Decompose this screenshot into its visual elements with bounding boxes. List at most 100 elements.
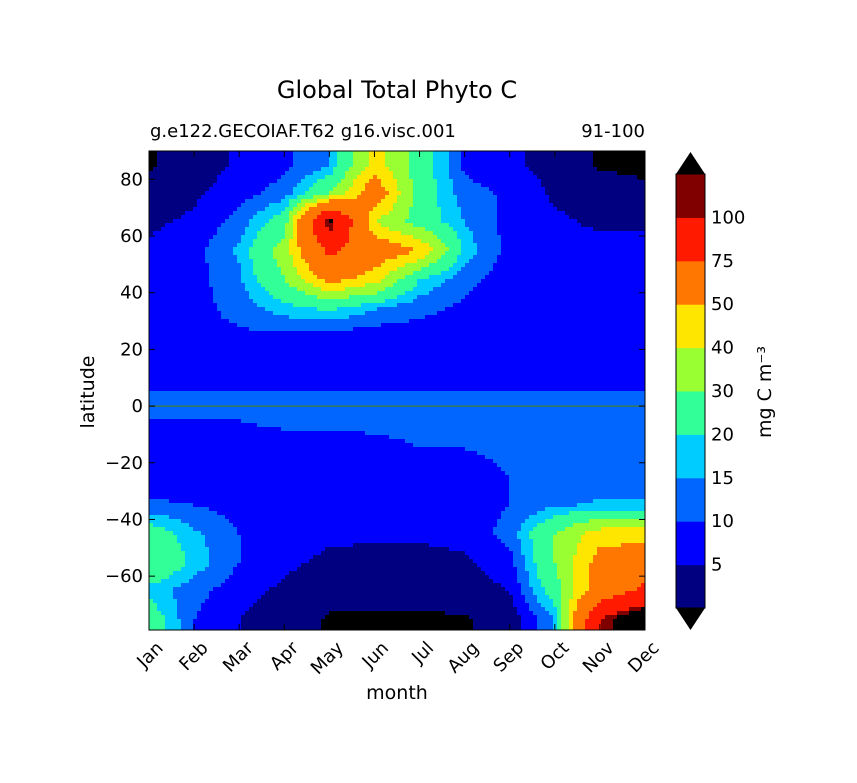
- heatmap-cell: [345, 283, 349, 287]
- heatmap-cell: [361, 159, 365, 163]
- heatmap-cell: [205, 299, 209, 303]
- heatmap-cell: [297, 167, 301, 171]
- heatmap-cell: [445, 287, 449, 291]
- heatmap-cell: [485, 251, 489, 255]
- heatmap-cell: [345, 235, 349, 239]
- heatmap-cell: [333, 171, 337, 175]
- heatmap-cell: [297, 203, 301, 207]
- heatmap-cell: [213, 307, 217, 311]
- heatmap-cell: [269, 151, 273, 155]
- heatmap-cell: [425, 167, 429, 171]
- heatmap-cell: [261, 219, 265, 223]
- heatmap-cell: [193, 231, 197, 235]
- heatmap-cell: [281, 211, 285, 215]
- heatmap-cell: [529, 227, 533, 231]
- heatmap-cell: [349, 223, 353, 227]
- heatmap-cell: [153, 171, 157, 175]
- heatmap-cell: [237, 195, 241, 199]
- heatmap-cell: [557, 215, 561, 219]
- heatmap-cell: [637, 199, 641, 203]
- heatmap-cell: [441, 279, 445, 283]
- heatmap-cell: [449, 235, 453, 239]
- heatmap-cell: [549, 279, 553, 283]
- heatmap-cell: [585, 223, 589, 227]
- heatmap-cell: [421, 171, 425, 175]
- heatmap-cell: [593, 171, 597, 175]
- heatmap-cell: [449, 259, 453, 263]
- heatmap-cell: [349, 211, 353, 215]
- heatmap-cell: [633, 251, 637, 255]
- heatmap-cell: [305, 259, 309, 263]
- heatmap-cell: [197, 291, 201, 295]
- heatmap-cell: [617, 203, 621, 207]
- heatmap-cell: [569, 199, 573, 203]
- heatmap-cell: [297, 187, 301, 191]
- heatmap-cell: [369, 291, 373, 295]
- heatmap-cell: [225, 207, 229, 211]
- heatmap-cell: [589, 167, 593, 171]
- heatmap-cell: [441, 247, 445, 251]
- heatmap-cell: [513, 219, 517, 223]
- heatmap-cell: [373, 159, 377, 163]
- heatmap-cell: [581, 171, 585, 175]
- heatmap-cell: [421, 175, 425, 179]
- heatmap-cell: [345, 223, 349, 227]
- heatmap-cell: [573, 203, 577, 207]
- heatmap-cell: [153, 255, 157, 259]
- heatmap-cell: [309, 195, 313, 199]
- heatmap-cell: [389, 223, 393, 227]
- heatmap-cell: [329, 175, 333, 179]
- heatmap-cell: [253, 203, 257, 207]
- heatmap-cell: [265, 303, 269, 307]
- heatmap-cell: [169, 287, 173, 291]
- heatmap-cell: [229, 267, 233, 271]
- heatmap-cell: [353, 163, 357, 167]
- heatmap-cell: [397, 275, 401, 279]
- heatmap-cell: [153, 303, 157, 307]
- heatmap-cell: [305, 243, 309, 247]
- heatmap-cell: [517, 199, 521, 203]
- heatmap-cell: [465, 179, 469, 183]
- heatmap-cell: [449, 271, 453, 275]
- heatmap-cell: [501, 295, 505, 299]
- heatmap-cell: [621, 223, 625, 227]
- heatmap-cell: [257, 187, 261, 191]
- heatmap-cell: [509, 283, 513, 287]
- heatmap-cell: [625, 211, 629, 215]
- heatmap-cell: [549, 155, 553, 159]
- heatmap-cell: [289, 299, 293, 303]
- heatmap-cell: [241, 255, 245, 259]
- heatmap-cell: [221, 175, 225, 179]
- heatmap-cell: [333, 283, 337, 287]
- heatmap-cell: [617, 167, 621, 171]
- heatmap-cell: [613, 303, 617, 307]
- heatmap-cell: [517, 175, 521, 179]
- heatmap-cell: [633, 267, 637, 271]
- heatmap-cell: [161, 215, 165, 219]
- heatmap-cell: [301, 307, 305, 311]
- heatmap-cell: [349, 275, 353, 279]
- heatmap-cell: [233, 227, 237, 231]
- heatmap-cell: [593, 203, 597, 207]
- heatmap-cell: [493, 271, 497, 275]
- heatmap-cell: [429, 223, 433, 227]
- heatmap-cell: [409, 211, 413, 215]
- heatmap-cell: [389, 235, 393, 239]
- heatmap-cell: [261, 267, 265, 271]
- heatmap-cell: [589, 207, 593, 211]
- heatmap-cell: [373, 263, 377, 267]
- heatmap-cell: [333, 243, 337, 247]
- heatmap-cell: [185, 171, 189, 175]
- heatmap-cell: [445, 195, 449, 199]
- heatmap-cell: [569, 307, 573, 311]
- heatmap-cell: [353, 259, 357, 263]
- heatmap-cell: [433, 299, 437, 303]
- heatmap-cell: [349, 231, 353, 235]
- heatmap-cell: [161, 199, 165, 203]
- heatmap-cell: [337, 259, 341, 263]
- heatmap-cell: [277, 259, 281, 263]
- heatmap-cell: [257, 219, 261, 223]
- heatmap-cell: [473, 227, 477, 231]
- heatmap-cell: [249, 223, 253, 227]
- heatmap-cell: [209, 307, 213, 311]
